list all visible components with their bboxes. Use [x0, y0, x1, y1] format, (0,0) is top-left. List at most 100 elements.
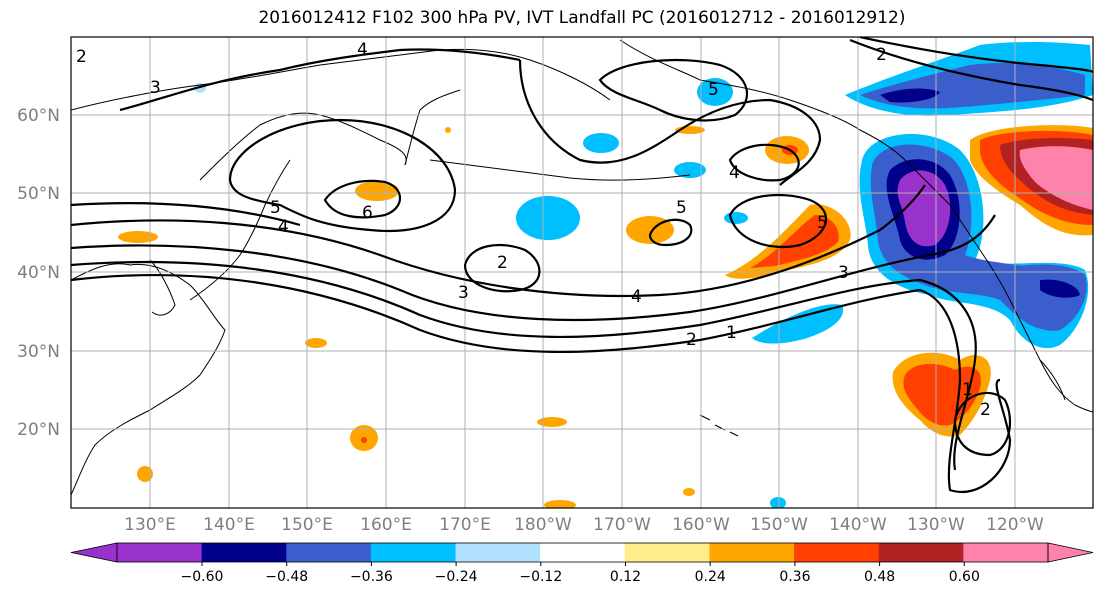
contour-label: 3: [458, 283, 469, 303]
positive-anomaly-small-4: [137, 466, 153, 482]
contour-pv-2-low: [463, 243, 541, 293]
contour-label: 2: [876, 45, 887, 65]
positive-anomaly-small-8: [445, 127, 451, 133]
coastline-west-us: [979, 249, 1093, 413]
coastline-siberia: [71, 48, 611, 111]
contour-pv-east-loop: [728, 193, 828, 249]
contour-pv-closed-6-inner: [323, 179, 402, 219]
colorbar-segment: [455, 543, 541, 562]
lon-label: 180°W: [514, 515, 572, 535]
contour-pv-gulf-loop: [728, 143, 800, 182]
colorbar-tick-label: −0.12: [519, 569, 562, 585]
lon-label: 140°W: [829, 515, 887, 535]
contour-label: 6: [362, 203, 373, 223]
colorbar-extend-right: [1047, 542, 1094, 563]
negative-anomaly-california: [995, 264, 1087, 331]
colorbar: −0.60 −0.48 −0.36 −0.24 −0.12 0.12 0.24 0.36 0.4…: [70, 542, 1094, 585]
negative-anomaly-california-inner: [1040, 279, 1080, 298]
positive-anomaly-small-1: [305, 338, 327, 348]
contour-label: 2: [76, 47, 87, 67]
lon-label: 160°W: [672, 515, 730, 535]
contour-pv-2: [71, 260, 977, 471]
negative-anomaly-east-small: [770, 497, 786, 508]
lat-label-20n: 20°N: [17, 420, 60, 440]
colorbar-tick-label: −0.36: [350, 569, 393, 585]
contour-label: 5: [270, 198, 281, 218]
contour-pv-subtropical-loop: [953, 391, 1012, 457]
contour-pv-4: [71, 184, 926, 298]
contour-label: 1: [962, 380, 973, 400]
colorbar-tick-label: 0.36: [779, 569, 810, 585]
contour-labels: 2 3 4 5 4 6 2 3 4 5 5 5 4 3 2 1 2 1 2: [76, 40, 991, 420]
colorbar-segment: [794, 543, 880, 562]
negative-anomaly-arctic-peak: [880, 88, 940, 103]
positive-anomaly-canada-peak: [1019, 146, 1093, 210]
contour-label: 1: [726, 323, 737, 343]
positive-anomaly-small-5: [683, 488, 695, 496]
colorbar-outline: [116, 542, 1049, 563]
lon-label: 120°W: [986, 515, 1044, 535]
colorbar-tick-label: 0.24: [695, 569, 726, 585]
lon-label: 160°E: [360, 515, 412, 535]
coastline-baja: [1039, 359, 1066, 401]
colorbar-tick-label: −0.60: [181, 569, 224, 585]
coastline-east-asia: [71, 263, 226, 496]
plot-frame: [70, 36, 1094, 509]
contour-pv-alaska: [518, 59, 822, 186]
colorbar-segment: [117, 543, 203, 562]
contour-label: 4: [357, 40, 368, 60]
coastline-korea: [149, 259, 176, 316]
colorbar-segment: [540, 543, 626, 562]
colorbar-segment: [286, 543, 372, 562]
contour-label: 5: [817, 213, 828, 233]
colorbar-segment: [201, 543, 287, 562]
negative-anomaly-alaska-small: [724, 212, 748, 224]
negative-anomaly-alaska-north: [697, 78, 733, 106]
contour-label: 3: [150, 78, 161, 98]
lon-label: 140°E: [203, 515, 255, 535]
positive-anomaly-japan-west: [118, 231, 158, 243]
colorbar-segment: [370, 543, 457, 562]
contour-pv-5: [71, 202, 301, 227]
positive-anomaly-northeast-pacific-core: [750, 215, 839, 268]
map-title: 2016012412 F102 300 hPa PV, IVT Landfall…: [258, 8, 906, 28]
lon-label: 150°W: [750, 515, 808, 535]
colorbar-tick-label: 0.12: [610, 569, 641, 585]
contour-pv-upper: [119, 48, 521, 112]
colorbar-tick-label: 0.60: [949, 569, 980, 585]
lon-label: 130°W: [907, 515, 965, 535]
shaded-anomalies: [118, 41, 1093, 508]
graticule: [71, 37, 1093, 508]
contour-label: 4: [631, 287, 642, 307]
latitude-labels: 60°N 50°N 40°N 30°N 20°N: [17, 106, 60, 440]
contour-pv-bering-loop: [648, 218, 693, 247]
contour-pv-closed-6: [228, 118, 457, 232]
coastline-japan: [189, 159, 291, 301]
negative-anomaly-gulf-alaska-peak: [897, 170, 951, 247]
colorbar-segment: [709, 543, 795, 562]
contour-pv-alaska-loop: [598, 58, 749, 122]
lon-label: 170°W: [593, 515, 651, 535]
contour-pv-1: [71, 274, 1012, 493]
coastline-kamchatka: [404, 89, 461, 166]
positive-anomaly-small-6: [544, 500, 576, 508]
colorbar-tick-label: 0.48: [864, 569, 895, 585]
contour-label: 5: [676, 198, 687, 218]
coastline-bc: [904, 159, 981, 251]
contour-label: 2: [686, 330, 697, 350]
colorbar-tick-label: −0.24: [435, 569, 478, 585]
lat-label-30n: 30°N: [17, 342, 60, 362]
negative-anomaly-alaska-mid: [674, 162, 706, 178]
positive-anomaly-subtropical-core: [903, 363, 981, 426]
contour-label: 4: [278, 217, 289, 237]
contour-pv-top-right-2: [859, 37, 1093, 74]
longitude-labels: 130°E 140°E 150°E 160°E 170°E 180°W 170°…: [124, 515, 1044, 535]
coastline-alaska: [619, 39, 906, 161]
lon-label: 130°E: [124, 515, 176, 535]
colorbar-tick-label: −0.48: [265, 569, 308, 585]
colorbar-segment: [963, 543, 1049, 562]
lon-label: 150°E: [281, 515, 333, 535]
lat-label-40n: 40°N: [17, 263, 60, 283]
contour-pv-top-right: [849, 38, 1093, 102]
